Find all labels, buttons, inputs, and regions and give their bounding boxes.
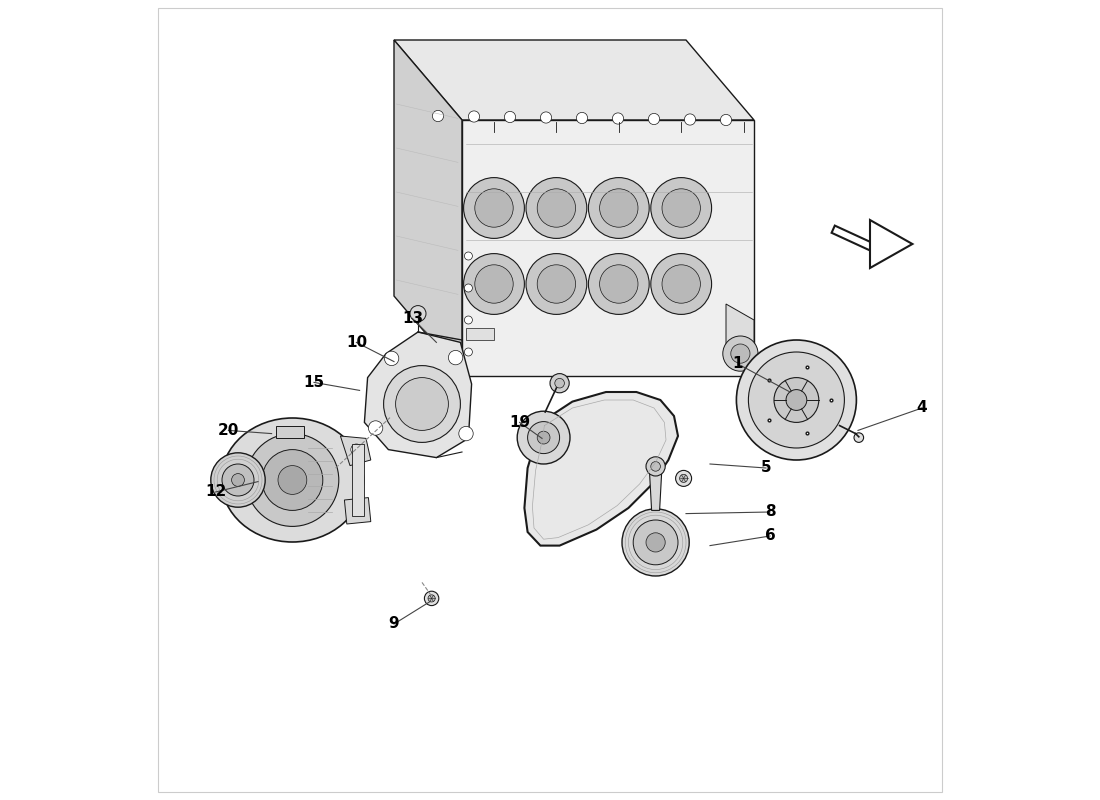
Circle shape (723, 336, 758, 371)
Text: 10: 10 (345, 335, 367, 350)
Circle shape (222, 464, 254, 496)
Circle shape (211, 453, 265, 507)
Text: 1: 1 (733, 357, 744, 371)
Polygon shape (340, 436, 371, 466)
Text: 8: 8 (764, 505, 776, 519)
Circle shape (651, 254, 712, 314)
Circle shape (368, 421, 383, 435)
Polygon shape (649, 466, 662, 510)
Polygon shape (525, 392, 678, 546)
Circle shape (748, 352, 845, 448)
Circle shape (246, 434, 339, 526)
Circle shape (384, 366, 461, 442)
Circle shape (736, 340, 857, 460)
Circle shape (505, 111, 516, 122)
Circle shape (774, 378, 818, 422)
Circle shape (475, 189, 514, 227)
Circle shape (646, 533, 666, 552)
Circle shape (449, 350, 463, 365)
Circle shape (786, 390, 806, 410)
Circle shape (469, 111, 480, 122)
Circle shape (662, 265, 701, 303)
Circle shape (464, 348, 472, 356)
Polygon shape (352, 444, 364, 516)
Polygon shape (394, 40, 754, 120)
Circle shape (662, 189, 701, 227)
Circle shape (517, 411, 570, 464)
Circle shape (651, 462, 660, 471)
Circle shape (432, 110, 443, 122)
Circle shape (600, 189, 638, 227)
Circle shape (537, 265, 575, 303)
Text: 6: 6 (764, 529, 776, 543)
Circle shape (526, 254, 586, 314)
Polygon shape (276, 426, 305, 438)
Circle shape (651, 178, 712, 238)
Circle shape (684, 114, 695, 125)
Circle shape (396, 378, 449, 430)
Polygon shape (726, 304, 754, 376)
Circle shape (463, 254, 525, 314)
Text: 19: 19 (509, 415, 530, 430)
Circle shape (464, 252, 472, 260)
Circle shape (459, 426, 473, 441)
Polygon shape (462, 120, 754, 376)
Circle shape (410, 306, 426, 322)
Circle shape (588, 254, 649, 314)
Circle shape (854, 433, 864, 442)
Circle shape (540, 112, 551, 123)
Circle shape (464, 284, 472, 292)
Circle shape (475, 265, 514, 303)
Circle shape (634, 520, 678, 565)
Polygon shape (832, 226, 875, 251)
Circle shape (464, 316, 472, 324)
Text: 20: 20 (218, 423, 239, 438)
Circle shape (730, 344, 750, 363)
Circle shape (232, 474, 244, 486)
Circle shape (646, 457, 666, 476)
Circle shape (262, 450, 322, 510)
Circle shape (463, 178, 525, 238)
Circle shape (384, 351, 399, 366)
Circle shape (600, 265, 638, 303)
Circle shape (526, 178, 586, 238)
Circle shape (428, 595, 436, 602)
Text: 15: 15 (304, 375, 324, 390)
Ellipse shape (221, 418, 364, 542)
Text: 12: 12 (205, 485, 227, 499)
Text: 13: 13 (402, 311, 424, 326)
Circle shape (550, 374, 569, 393)
Circle shape (675, 470, 692, 486)
Circle shape (680, 474, 688, 482)
Polygon shape (344, 498, 371, 524)
Circle shape (554, 378, 564, 388)
Circle shape (720, 114, 732, 126)
Polygon shape (466, 328, 494, 340)
Circle shape (621, 509, 690, 576)
Circle shape (613, 113, 624, 124)
Circle shape (528, 422, 560, 454)
Circle shape (537, 189, 575, 227)
Circle shape (278, 466, 307, 494)
Text: 9: 9 (388, 617, 399, 631)
Circle shape (537, 431, 550, 444)
Circle shape (648, 114, 660, 125)
Circle shape (425, 591, 439, 606)
Circle shape (351, 444, 362, 455)
Polygon shape (394, 40, 462, 376)
Polygon shape (364, 332, 472, 458)
Polygon shape (870, 220, 912, 268)
Circle shape (588, 178, 649, 238)
Circle shape (576, 112, 587, 123)
Text: 5: 5 (761, 461, 771, 475)
Text: 4: 4 (916, 401, 927, 415)
